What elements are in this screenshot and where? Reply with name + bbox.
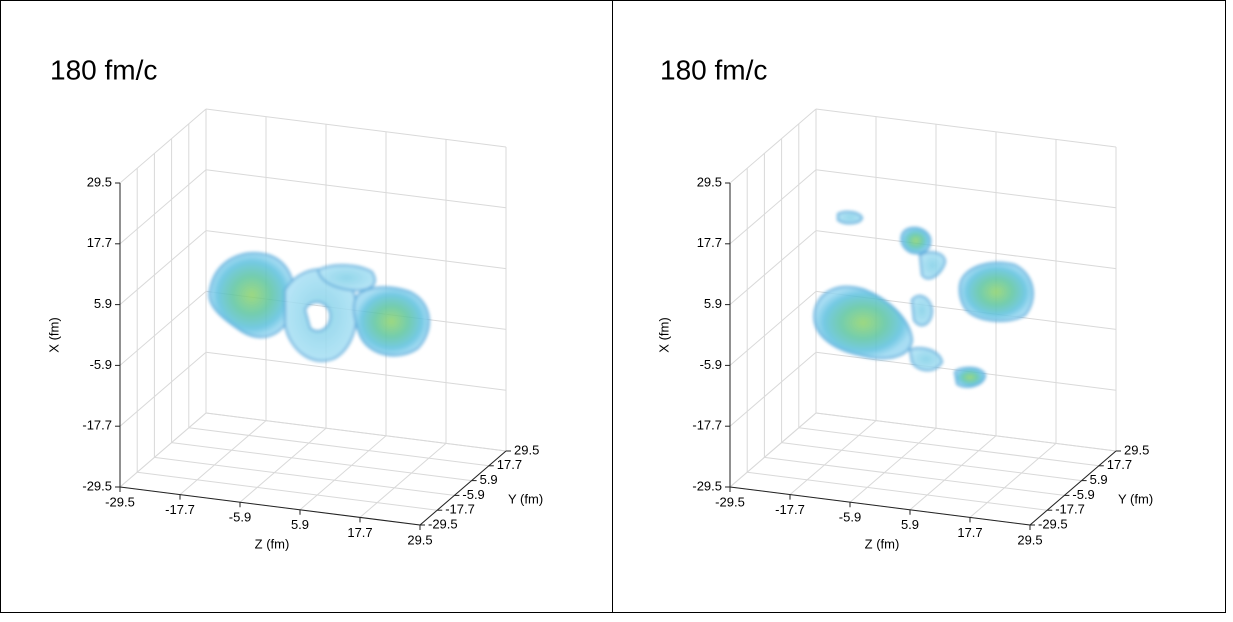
x-tick-label: 17.7 (87, 235, 112, 250)
z-axis-line (119, 486, 421, 526)
x-tick-label: -5.9 (700, 357, 722, 372)
grid-line (239, 427, 327, 503)
z-tick-label: -17.7 (165, 502, 195, 517)
grid-line (729, 108, 817, 184)
y-tick-label: -5.9 (1072, 487, 1094, 502)
grid-line (815, 230, 1117, 270)
grid-line (171, 442, 472, 482)
x-tick-label: -5.9 (90, 357, 112, 372)
grid-line (188, 427, 489, 467)
grid-line (179, 420, 267, 495)
grid-line (205, 230, 507, 270)
grid-line (119, 230, 207, 305)
z-tick-label: -29.5 (105, 494, 135, 509)
y-tick-label: -29.5 (1038, 516, 1068, 531)
grid-line (909, 435, 997, 511)
z-tick-label: 5.9 (901, 517, 919, 532)
y-tick-label: -17.7 (1055, 502, 1085, 517)
grid-line (729, 351, 817, 427)
isosurface (208, 252, 430, 362)
z-tick-label: -17.7 (775, 502, 805, 517)
axes: -29.5-17.7-5.95.917.729.5-29.5-17.7-5.95… (656, 54, 1153, 551)
grid-line (119, 169, 207, 245)
grid-line (299, 435, 387, 511)
grid-line (729, 230, 817, 305)
x-tick-label: 29.5 (697, 174, 722, 189)
grid-line (849, 427, 937, 503)
x-tick-label: -17.7 (692, 418, 722, 433)
grid-line (205, 169, 507, 209)
y-tick-label: -17.7 (445, 502, 475, 517)
z-axis-line (729, 486, 1031, 526)
grid-line (969, 443, 1057, 518)
y-axis-label: Y (fm) (1118, 491, 1153, 506)
grid-line (119, 108, 207, 184)
z-tick-label: 17.7 (957, 525, 982, 540)
grid-line (137, 471, 438, 511)
y-tick-label: 5.9 (480, 472, 498, 487)
grid-line (815, 169, 1117, 209)
x-tick-label: -29.5 (82, 478, 112, 493)
grid-line (205, 108, 507, 148)
y-tick-label: 17.7 (1107, 457, 1132, 472)
z-axis-label: Z (fm) (865, 536, 900, 551)
z-tick-label: 5.9 (291, 517, 309, 532)
y-tick-label: -29.5 (428, 516, 458, 531)
axes: -29.5-17.7-5.95.917.729.5-29.5-17.7-5.95… (46, 54, 543, 551)
z-tick-label: -5.9 (839, 510, 861, 525)
y-tick-label: 29.5 (514, 442, 539, 457)
chart-title: 180 fm/c (660, 54, 767, 85)
x-tick-label: 29.5 (87, 174, 112, 189)
grid-line (729, 412, 817, 488)
z-tick-label: 29.5 (1017, 532, 1042, 547)
grid-line (729, 169, 817, 245)
grid-line (764, 456, 1065, 496)
grid-line (815, 108, 1117, 148)
grid-line (747, 471, 1048, 511)
y-tick-label: 5.9 (1090, 472, 1108, 487)
x-tick-label: 5.9 (94, 296, 112, 311)
z-axis-label: Z (fm) (255, 536, 290, 551)
y-tick-label: -5.9 (462, 487, 484, 502)
grid-line (119, 351, 207, 427)
grid-line (119, 291, 207, 366)
y-axis-line (1029, 450, 1117, 526)
x-tick-label: 17.7 (697, 235, 722, 250)
panel: -29.5-17.7-5.95.917.729.5-29.5-17.7-5.95… (46, 54, 543, 551)
grid-line (789, 420, 877, 495)
grid-line (205, 351, 507, 391)
z-tick-label: 29.5 (407, 532, 432, 547)
grid-line (815, 412, 1117, 452)
x-tick-label: -29.5 (692, 478, 722, 493)
grid-line (359, 443, 447, 518)
z-tick-label: -5.9 (229, 510, 251, 525)
y-tick-label: 29.5 (1124, 442, 1149, 457)
y-axis-label: Y (fm) (508, 491, 543, 506)
x-tick-label: 5.9 (704, 296, 722, 311)
y-axis-line (419, 450, 507, 526)
x-tick-label: -17.7 (82, 418, 112, 433)
panel: -29.5-17.7-5.95.917.729.5-29.5-17.7-5.95… (656, 54, 1153, 551)
x-axis-label: X (fm) (46, 317, 61, 352)
z-tick-label: -29.5 (715, 494, 745, 509)
grid-line (781, 442, 1082, 482)
grid-line (154, 456, 455, 496)
y-tick-label: 17.7 (497, 457, 522, 472)
isosurface (813, 210, 1034, 388)
x-axis-label: X (fm) (656, 317, 671, 352)
grid-line (729, 291, 817, 366)
grid-line (798, 427, 1099, 467)
chart-title: 180 fm/c (50, 54, 157, 85)
z-tick-label: 17.7 (347, 525, 372, 540)
grid-line (205, 412, 507, 452)
grid-line (119, 412, 207, 488)
